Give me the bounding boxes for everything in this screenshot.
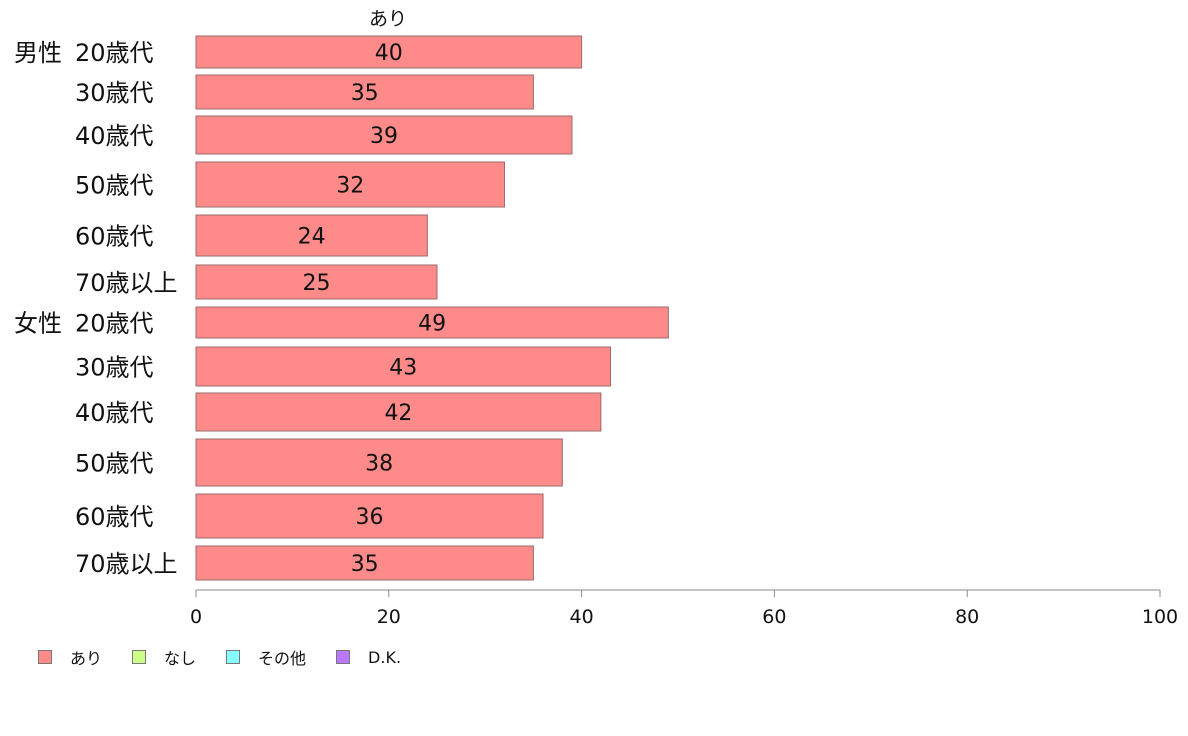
category-label: 20歳代 <box>75 39 154 67</box>
bar <box>195 161 505 208</box>
group-label: 男性 <box>14 39 62 67</box>
legend-swatch-dk <box>336 650 351 664</box>
legend-item: あり <box>38 645 102 669</box>
bar-value-label: 38 <box>365 452 393 477</box>
bar-value-label: 32 <box>336 174 364 199</box>
bar <box>195 74 534 110</box>
legend: あり なし その他 D.K. <box>38 645 431 669</box>
category-label: 50歳代 <box>75 450 154 478</box>
bar-value-label: 24 <box>298 225 326 250</box>
group-label: 女性 <box>14 310 62 338</box>
bar <box>195 545 534 581</box>
bar-value-label: 40 <box>375 41 403 66</box>
bar-value-label: 35 <box>351 81 379 106</box>
x-tick-label: 0 <box>190 606 202 628</box>
legend-swatch-other <box>226 650 241 664</box>
x-tick-label: 80 <box>955 606 979 628</box>
bar-value-label: 36 <box>356 505 384 530</box>
legend-item: D.K. <box>336 645 401 669</box>
legend-item: なし <box>132 645 196 669</box>
chart-title: あり <box>369 8 407 30</box>
bar <box>195 214 428 257</box>
legend-swatch-ari <box>38 650 52 664</box>
bar <box>195 392 602 432</box>
category-label: 30歳代 <box>75 79 154 107</box>
x-tick-label: 40 <box>570 606 594 628</box>
legend-label: なし <box>164 649 197 668</box>
bar <box>195 115 573 155</box>
bar <box>195 438 563 487</box>
bar-value-label: 49 <box>418 312 446 337</box>
bar <box>195 346 612 387</box>
legend-swatch-nashi <box>132 650 147 664</box>
category-label: 60歳代 <box>75 503 154 531</box>
x-tick-label: 20 <box>377 606 401 628</box>
bar <box>195 264 438 300</box>
bar <box>195 306 669 339</box>
legend-label: D.K. <box>368 647 402 667</box>
bar-value-label: 25 <box>303 271 331 296</box>
category-label: 70歳以上 <box>75 269 178 297</box>
category-label: 60歳代 <box>75 223 154 251</box>
x-tick-label: 100 <box>1142 606 1178 628</box>
bar-chart: あり 4020歳代男性3530歳代3940歳代3250歳代2460歳代2570歳… <box>14 8 1178 628</box>
category-label: 30歳代 <box>75 354 154 382</box>
bar <box>195 35 583 69</box>
bar-value-label: 39 <box>370 124 398 149</box>
bar-value-label: 42 <box>384 401 412 426</box>
legend-label: あり <box>70 649 103 668</box>
bar-value-label: 35 <box>351 552 379 577</box>
legend-label: その他 <box>258 649 307 668</box>
legend-item: その他 <box>226 645 306 669</box>
category-label: 40歳代 <box>75 122 154 150</box>
bars-layer: 4020歳代男性3530歳代3940歳代3250歳代2460歳代2570歳以上4… <box>14 35 669 581</box>
bar-value-label: 43 <box>389 356 417 381</box>
category-label: 20歳代 <box>75 310 154 338</box>
bar <box>195 493 544 539</box>
x-tick-label: 60 <box>762 606 786 628</box>
category-label: 50歳代 <box>75 172 154 200</box>
category-label: 70歳以上 <box>75 550 178 578</box>
category-label: 40歳代 <box>75 399 154 427</box>
x-axis: 0 20 40 60 80 100 <box>190 590 1178 628</box>
